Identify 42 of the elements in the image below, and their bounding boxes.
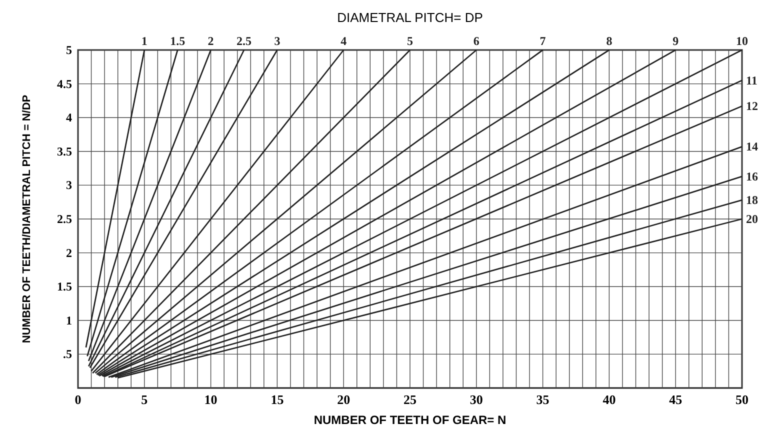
- x-tick-label: 10: [204, 392, 218, 407]
- chart-title: DIAMETRAL PITCH= DP: [337, 10, 483, 25]
- x-axis-title: NUMBER OF TEETH OF GEAR= N: [314, 413, 506, 427]
- series-label: 8: [606, 34, 612, 48]
- series-label: 3: [274, 34, 280, 48]
- series-label: 16: [746, 169, 758, 184]
- series-label: 4: [340, 34, 347, 48]
- series-label: 18: [746, 193, 758, 208]
- series-label: 2.5: [236, 34, 252, 48]
- y-axis-title: NUMBER OF TEETH/DIAMETRAL PITCH = N/DP: [21, 94, 33, 344]
- y-tick-label: 1.5: [57, 280, 72, 294]
- x-tick-label: 15: [270, 392, 284, 407]
- series-label: 2: [208, 34, 214, 48]
- y-tick-label: 3: [66, 178, 72, 192]
- y-tick-label: 1: [66, 313, 72, 328]
- x-tick-label: 30: [470, 392, 483, 407]
- series-label: 7: [540, 34, 546, 48]
- y-tick-label: 4.5: [57, 76, 72, 91]
- x-tick-label: 5: [141, 392, 148, 407]
- y-tick-label: 4: [66, 110, 72, 125]
- series-label: 1: [141, 34, 148, 48]
- series-label: 1.5: [170, 34, 186, 48]
- y-tick-label: 2: [66, 246, 72, 260]
- y-tick-label: 5: [66, 43, 72, 57]
- series-label: 9: [672, 34, 679, 48]
- y-tick-label: .5: [63, 347, 72, 362]
- x-tick-label: 25: [404, 392, 417, 407]
- y-tick-label: 2.5: [57, 212, 72, 226]
- x-tick-label: 50: [736, 392, 748, 407]
- x-tick-label: 40: [602, 392, 616, 407]
- series-label: 14: [746, 140, 758, 154]
- x-tick-label: 20: [337, 392, 350, 407]
- series-label: 12: [746, 99, 758, 114]
- series-label: 11: [746, 73, 758, 88]
- series-label: 5: [407, 34, 413, 48]
- series-label: 6: [473, 34, 480, 48]
- series-label: 10: [736, 34, 748, 48]
- x-tick-label: 0: [74, 392, 82, 407]
- x-tick-label: 45: [669, 392, 683, 407]
- x-tick-label: 35: [536, 392, 550, 407]
- y-tick-label: 3.5: [57, 144, 72, 158]
- series-label: 20: [746, 212, 758, 226]
